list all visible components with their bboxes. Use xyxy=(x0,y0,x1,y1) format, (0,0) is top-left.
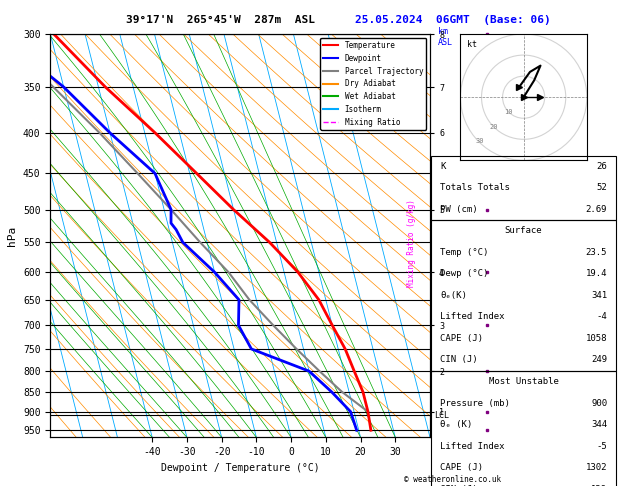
Y-axis label: hPa: hPa xyxy=(8,226,18,246)
Text: 25.05.2024  06GMT  (Base: 06): 25.05.2024 06GMT (Base: 06) xyxy=(355,15,551,25)
Text: θₑ(K): θₑ(K) xyxy=(440,291,467,300)
Text: Mixing Ratio (g/kg): Mixing Ratio (g/kg) xyxy=(408,199,416,287)
Text: -4: -4 xyxy=(596,312,607,321)
Text: 1302: 1302 xyxy=(586,463,607,472)
Text: CIN (J): CIN (J) xyxy=(440,355,478,364)
Text: CIN (J): CIN (J) xyxy=(440,485,478,486)
Text: 39°17'N  265°45'W  287m  ASL: 39°17'N 265°45'W 287m ASL xyxy=(126,15,314,25)
Text: Lifted Index: Lifted Index xyxy=(440,312,504,321)
Text: 19.4: 19.4 xyxy=(586,269,607,278)
Text: θₑ (K): θₑ (K) xyxy=(440,420,472,429)
Text: 344: 344 xyxy=(591,420,607,429)
Text: K: K xyxy=(440,162,445,171)
Text: Surface: Surface xyxy=(505,226,542,235)
Text: Totals Totals: Totals Totals xyxy=(440,183,510,192)
Text: 23.5: 23.5 xyxy=(586,248,607,257)
Text: 1058: 1058 xyxy=(586,334,607,343)
X-axis label: Dewpoint / Temperature (°C): Dewpoint / Temperature (°C) xyxy=(161,463,320,473)
Text: km
ASL: km ASL xyxy=(438,27,453,47)
Text: Dewp (°C): Dewp (°C) xyxy=(440,269,489,278)
Text: 341: 341 xyxy=(591,291,607,300)
Text: 26: 26 xyxy=(596,162,607,171)
Text: 249: 249 xyxy=(591,355,607,364)
Legend: Temperature, Dewpoint, Parcel Trajectory, Dry Adiabat, Wet Adiabat, Isotherm, Mi: Temperature, Dewpoint, Parcel Trajectory… xyxy=(320,38,426,130)
Text: 900: 900 xyxy=(591,399,607,408)
Text: © weatheronline.co.uk: © weatheronline.co.uk xyxy=(404,474,501,484)
Text: 30: 30 xyxy=(475,139,484,144)
Text: Pressure (mb): Pressure (mb) xyxy=(440,399,510,408)
Text: Lifted Index: Lifted Index xyxy=(440,442,504,451)
Text: 10: 10 xyxy=(504,109,513,115)
Text: Most Unstable: Most Unstable xyxy=(489,377,559,386)
Text: 20: 20 xyxy=(490,123,498,130)
Text: PW (cm): PW (cm) xyxy=(440,205,478,214)
Text: kt: kt xyxy=(467,40,477,50)
Text: 2.69: 2.69 xyxy=(586,205,607,214)
Text: 52: 52 xyxy=(596,183,607,192)
Text: CAPE (J): CAPE (J) xyxy=(440,463,483,472)
Text: -5: -5 xyxy=(596,442,607,451)
Text: LCL: LCL xyxy=(434,411,449,420)
Text: Temp (°C): Temp (°C) xyxy=(440,248,489,257)
Text: CAPE (J): CAPE (J) xyxy=(440,334,483,343)
Text: 129: 129 xyxy=(591,485,607,486)
